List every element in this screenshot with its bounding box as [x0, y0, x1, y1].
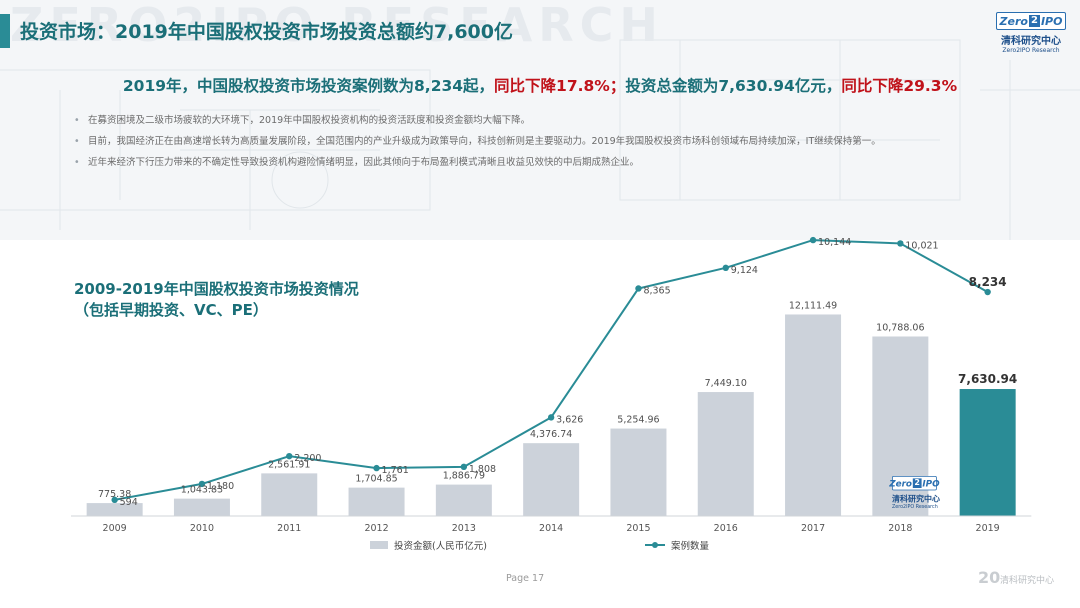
- case-count-point-2009: [111, 496, 118, 504]
- case-count-point-2017: [809, 236, 817, 244]
- bar-value-label-2009: 775.38: [98, 489, 131, 500]
- x-tick-label-2010: 2010: [190, 523, 214, 534]
- case-count-label-2009: 594: [120, 497, 138, 508]
- bar-value-label-2014: 4,376.74: [530, 429, 572, 440]
- bar-2011: [261, 473, 318, 516]
- background-wordmark: ZERO2IPO RESEARCH: [10, 0, 664, 52]
- page-number: Page 17: [506, 573, 545, 584]
- headline-cases: 2019年，中国股权投资市场投资案例数为8,234起，: [122, 77, 495, 95]
- legend-line-label: 案例数量: [671, 540, 710, 552]
- case-count-label-2011: 2,200: [294, 453, 321, 464]
- bar-2015: [610, 428, 667, 516]
- bar-value-label-2011: 2,561.91: [268, 459, 310, 470]
- legend-bar-swatch: [370, 541, 388, 549]
- x-tick-label-2013: 2013: [452, 523, 476, 534]
- logo-word-zero: Zero: [999, 14, 1028, 28]
- bar-2010: [173, 498, 230, 516]
- logo-digit-two: 2: [1028, 15, 1040, 27]
- chart-watermark-logo: Zero 2 IPO 清科研究中心 Zero2IPO Research: [889, 476, 940, 510]
- case-count-point-2015: [635, 285, 642, 292]
- x-tick-label-2019: 2019: [976, 523, 1000, 534]
- bar-value-label-2013: 1,886.79: [443, 471, 485, 482]
- chart-logo-digit-two: 2: [912, 478, 922, 488]
- bar-value-label-2012: 1,704.85: [355, 474, 397, 485]
- logo-mark: Zero 2 IPO: [996, 12, 1066, 30]
- case-count-point-2012: [373, 464, 380, 472]
- x-tick-label-2011: 2011: [277, 523, 301, 534]
- case-count-label-2010: 1,180: [207, 481, 234, 492]
- bar-value-label-2010: 1,043.83: [181, 485, 223, 496]
- headline-amount-change: 同比下降29.3%: [841, 77, 958, 95]
- bar-2019: [959, 389, 1016, 516]
- case-count-label-2019: 8,234: [969, 275, 1007, 289]
- bar-2014: [523, 443, 580, 516]
- x-tick-label-2015: 2015: [626, 523, 650, 534]
- title-accent-bar: [0, 14, 10, 48]
- chart-logo-word-zero: Zero: [889, 478, 912, 489]
- bar-value-label-2015: 5,254.96: [617, 415, 659, 426]
- case-count-label-2017: 10,144: [818, 237, 851, 248]
- case-count-label-2012: 1,761: [382, 465, 409, 476]
- footer-org-name: 清科研究中心: [1000, 576, 1055, 586]
- bar-value-label-2018: 10,788.06: [876, 322, 924, 333]
- case-count-point-2010: [198, 480, 206, 488]
- chart-logo-cn-name: 清科研究中心: [892, 495, 940, 504]
- zero2ipo-logo: Zero 2 IPO 清科研究中心 Zero2IPO Research: [996, 12, 1066, 56]
- case-count-point-2013: [460, 463, 468, 471]
- case-count-label-2014: 3,626: [556, 414, 583, 425]
- bar-2016: [697, 392, 754, 516]
- case-count-point-2018: [897, 240, 904, 247]
- x-tick-label-2017: 2017: [801, 523, 825, 534]
- bar-2012: [348, 487, 405, 516]
- logo-en-name: Zero2IPO Research: [1002, 47, 1060, 54]
- footer-anniversary-mark: 20: [978, 568, 1001, 587]
- chart-logo-mark: Zero 2 IPO: [889, 476, 940, 491]
- bullet-item: 目前，我国经济正在由高速增长转为高质量发展阶段，全国范围内的产业升级成为政策导向…: [74, 134, 1010, 149]
- logo-word-ipo: IPO: [1040, 14, 1063, 28]
- page-title: 投资市场：2019年中国股权投资市场投资总额约7,600亿: [20, 21, 513, 43]
- chart-title: 2009-2019年中国股权投资市场投资情况 （包括早期投资、VC、PE）: [74, 279, 359, 321]
- case-count-point-2019: [984, 288, 991, 296]
- x-tick-label-2009: 2009: [103, 523, 127, 534]
- legend-line-marker: [652, 542, 658, 548]
- bar-value-label-2016: 7,449.10: [705, 378, 747, 389]
- chart-logo-en-name: Zero2IPO Research: [892, 504, 938, 510]
- bar-value-label-2019: 7,630.94: [958, 372, 1017, 386]
- headline-amount: 投资总金额为7,630.94亿元，: [625, 77, 842, 95]
- case-count-point-2016: [722, 264, 729, 272]
- case-count-label-2016: 9,124: [731, 265, 758, 276]
- legend-bar-label: 投资金额(人民币亿元): [394, 540, 487, 552]
- case-count-label-2018: 10,021: [905, 240, 938, 251]
- chart-logo-word-ipo: IPO: [922, 478, 940, 489]
- logo-cn-name: 清科研究中心: [1001, 36, 1061, 47]
- case-count-label-2015: 8,365: [643, 285, 670, 296]
- headline: 2019年，中国股权投资市场投资案例数为8,234起，同比下降17.8%；投资总…: [0, 74, 1080, 96]
- case-count-label-2013: 1,808: [469, 464, 496, 475]
- bar-2017: [785, 314, 842, 516]
- bullet-item: 在募资困境及二级市场疲软的大环境下，2019年中国股权投资机构的投资活跃度和投资…: [74, 113, 1010, 128]
- chart-title-line1: 2009-2019年中国股权投资市场投资情况: [74, 280, 359, 298]
- bullet-list: 在募资困境及二级市场疲软的大环境下，2019年中国股权投资机构的投资活跃度和投资…: [74, 113, 1010, 176]
- x-tick-label-2016: 2016: [714, 523, 738, 534]
- bar-2009: [86, 503, 143, 516]
- x-tick-label-2014: 2014: [539, 523, 563, 534]
- case-count-point-2014: [547, 414, 555, 421]
- bullet-item: 近年来经济下行压力带来的不确定性导致投资机构避险情绪明显，因此其倾向于布局盈利模…: [74, 155, 1010, 170]
- x-tick-label-2012: 2012: [364, 523, 388, 534]
- x-tick-label-2018: 2018: [888, 523, 912, 534]
- bar-value-label-2017: 12,111.49: [789, 300, 837, 311]
- headline-cases-change: 同比下降17.8%；: [494, 77, 626, 95]
- chart-title-line2: （包括早期投资、VC、PE）: [74, 301, 268, 319]
- case-count-point-2011: [286, 452, 293, 460]
- bar-2013: [435, 484, 492, 516]
